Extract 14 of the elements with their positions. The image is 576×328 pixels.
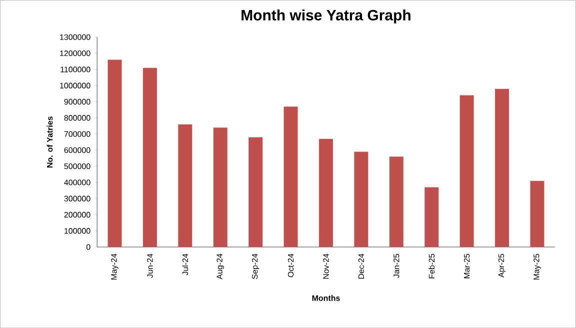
bar bbox=[530, 180, 544, 247]
bar bbox=[213, 127, 228, 247]
bar bbox=[248, 137, 263, 247]
bar bbox=[108, 60, 122, 247]
bar bbox=[318, 138, 333, 247]
bar bbox=[178, 124, 192, 247]
bar bbox=[495, 88, 509, 247]
bar bbox=[142, 68, 157, 247]
bar bbox=[284, 106, 298, 247]
bar bbox=[354, 152, 368, 247]
chart-title: Month wise Yatra Graph bbox=[242, 9, 410, 24]
bar bbox=[424, 187, 439, 247]
bar bbox=[389, 156, 404, 247]
bar bbox=[460, 95, 474, 247]
